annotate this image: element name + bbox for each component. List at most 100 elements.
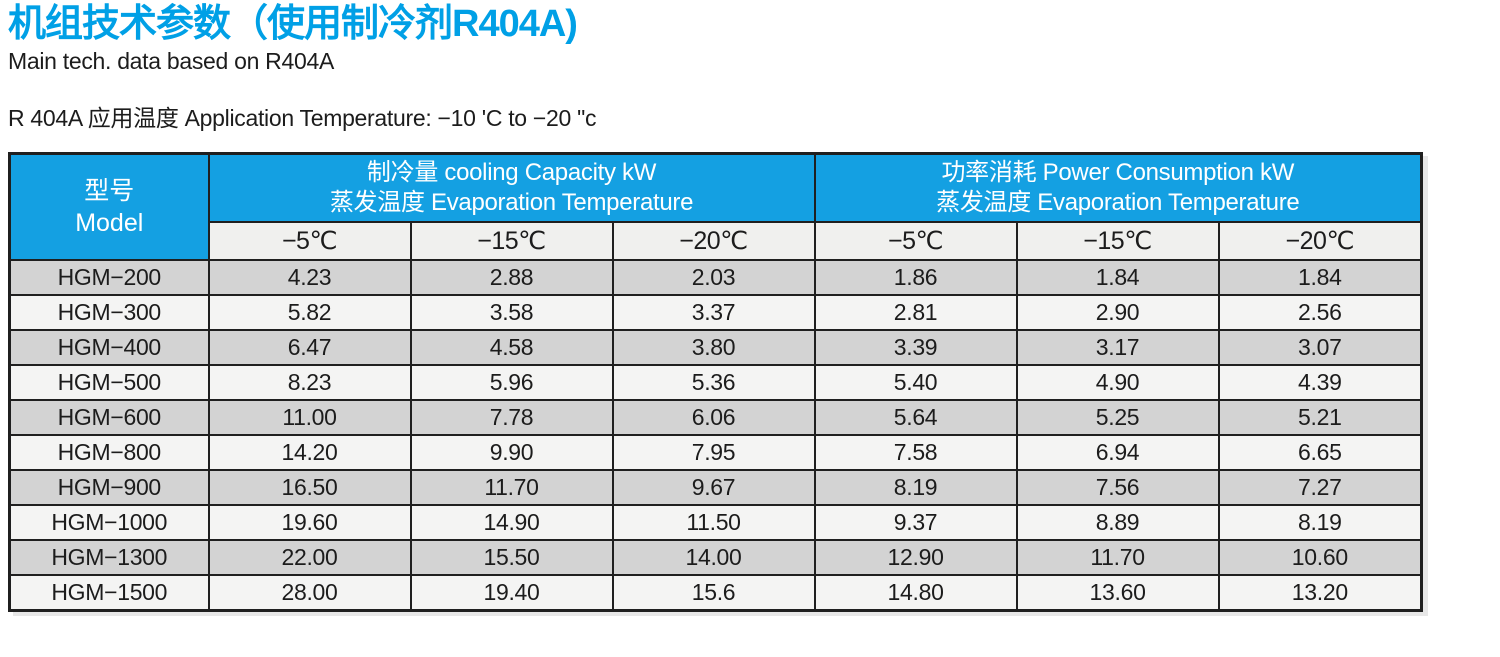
value-cell: 8.89: [1015, 504, 1220, 542]
application-temperature-note: R 404A 应用温度 Application Temperature: −10…: [8, 104, 597, 131]
value-cell: 9.90: [409, 434, 614, 472]
power-consumption-subtitle: 蒸发温度 Evaporation Temperature: [936, 189, 1300, 217]
table-row: HGM−600 11.00 7.78 6.06 5.64 5.25 5.21: [8, 399, 1423, 437]
value-cell: 8.23: [207, 364, 412, 402]
value-cell: 6.06: [611, 399, 816, 437]
page-title: 机组技术参数（使用制冷剂R404A): [8, 3, 578, 45]
value-cell: 3.58: [409, 294, 614, 332]
table-row: HGM−800 14.20 9.90 7.95 7.58 6.94 6.65: [8, 434, 1423, 472]
value-cell: 9.67: [611, 469, 816, 507]
value-cell: 1.84: [1015, 259, 1220, 297]
value-cell: 3.39: [813, 329, 1018, 367]
value-cell: 13.20: [1217, 574, 1423, 612]
model-header-zh: 型号: [84, 176, 135, 205]
value-cell: 2.03: [611, 259, 816, 297]
group-header-row: 型号 Model 制冷量 cooling Capacity kW 蒸发温度 Ev…: [8, 152, 1423, 262]
value-cell: 8.19: [813, 469, 1018, 507]
power-temp-minus15-header: −15℃: [1015, 221, 1220, 262]
value-cell: 3.80: [611, 329, 816, 367]
value-cell: 7.78: [409, 399, 614, 437]
value-cell: 13.60: [1015, 574, 1220, 612]
value-cell: 7.27: [1217, 469, 1423, 507]
value-cell: 22.00: [207, 539, 412, 577]
model-cell: HGM−1300: [8, 539, 210, 577]
value-cell: 6.47: [207, 329, 412, 367]
value-cell: 9.37: [813, 504, 1018, 542]
value-cell: 6.65: [1217, 434, 1423, 472]
value-cell: 7.56: [1015, 469, 1220, 507]
model-cell: HGM−300: [8, 294, 210, 332]
model-cell: HGM−500: [8, 364, 210, 402]
power-temp-minus20-header: −20℃: [1217, 221, 1423, 262]
table-row: HGM−1000 19.60 14.90 11.50 9.37 8.89 8.19: [8, 504, 1423, 542]
table-row: HGM−500 8.23 5.96 5.36 5.40 4.90 4.39: [8, 364, 1423, 402]
value-cell: 14.00: [611, 539, 816, 577]
model-cell: HGM−200: [8, 259, 210, 297]
model-header-en: Model: [75, 209, 144, 238]
value-cell: 2.81: [813, 294, 1018, 332]
value-cell: 8.19: [1217, 504, 1423, 542]
model-cell: HGM−900: [8, 469, 210, 507]
value-cell: 5.64: [813, 399, 1018, 437]
power-consumption-group-header: 功率消耗 Power Consumption kW 蒸发温度 Evaporati…: [813, 152, 1423, 224]
value-cell: 5.25: [1015, 399, 1220, 437]
table-row: HGM−1300 22.00 15.50 14.00 12.90 11.70 10.60: [8, 539, 1423, 577]
value-cell: 2.88: [409, 259, 614, 297]
temperature-subheader-row: −5℃ −15℃ −20℃ −5℃ −15℃ −20℃: [10, 221, 1423, 262]
model-cell: HGM−1000: [8, 504, 210, 542]
cooling-temp-minus5-header: −5℃: [207, 221, 412, 262]
value-cell: 10.60: [1217, 539, 1423, 577]
table-row: HGM−1500 28.00 19.40 15.6 14.80 13.60 13.20: [8, 574, 1423, 612]
value-cell: 5.82: [207, 294, 412, 332]
value-cell: 1.84: [1217, 259, 1423, 297]
value-cell: 5.36: [611, 364, 816, 402]
value-cell: 5.96: [409, 364, 614, 402]
tech-data-table: 型号 Model 制冷量 cooling Capacity kW 蒸发温度 Ev…: [8, 151, 1424, 612]
value-cell: 19.40: [409, 574, 614, 612]
value-cell: 3.37: [611, 294, 816, 332]
model-cell: HGM−1500: [8, 574, 210, 612]
catalog-page: 机组技术参数（使用制冷剂R404A) Main tech. data based…: [8, 3, 1424, 612]
model-cell: HGM−600: [8, 399, 210, 437]
value-cell: 5.21: [1217, 399, 1423, 437]
cooling-capacity-subtitle: 蒸发温度 Evaporation Temperature: [329, 189, 694, 217]
value-cell: 11.70: [409, 469, 614, 507]
value-cell: 4.58: [409, 329, 614, 367]
table-row: HGM−900 16.50 11.70 9.67 8.19 7.56 7.27: [8, 469, 1423, 507]
value-cell: 14.80: [813, 574, 1018, 612]
value-cell: 11.00: [207, 399, 412, 437]
page-subtitle: Main tech. data based on R404A: [8, 47, 335, 74]
value-cell: 3.17: [1015, 329, 1220, 367]
table-body: HGM−200 4.23 2.88 2.03 1.86 1.84 1.84 HGM−300 5.…: [8, 259, 1423, 612]
model-cell: HGM−800: [8, 434, 210, 472]
value-cell: 19.60: [207, 504, 412, 542]
value-cell: 1.86: [813, 259, 1018, 297]
table-row: HGM−400 6.47 4.58 3.80 3.39 3.17 3.07: [8, 329, 1423, 367]
cooling-temp-minus20-header: −20℃: [611, 221, 816, 262]
power-temp-minus5-header: −5℃: [813, 221, 1018, 262]
cooling-capacity-title: 制冷量 cooling Capacity kW: [366, 159, 657, 187]
value-cell: 14.20: [207, 434, 412, 472]
model-cell: HGM−400: [8, 329, 210, 367]
value-cell: 14.90: [409, 504, 614, 542]
value-cell: 6.94: [1015, 434, 1220, 472]
value-cell: 11.50: [611, 504, 816, 542]
value-cell: 28.00: [207, 574, 412, 612]
value-cell: 2.56: [1217, 294, 1423, 332]
value-cell: 4.90: [1015, 364, 1220, 402]
value-cell: 7.58: [813, 434, 1018, 472]
value-cell: 15.50: [409, 539, 614, 577]
value-cell: 3.07: [1217, 329, 1423, 367]
value-cell: 4.23: [207, 259, 412, 297]
table-header: 型号 Model 制冷量 cooling Capacity kW 蒸发温度 Ev…: [8, 152, 1423, 262]
power-consumption-title: 功率消耗 Power Consumption kW: [941, 159, 1295, 187]
value-cell: 5.40: [813, 364, 1018, 402]
value-cell: 7.95: [611, 434, 816, 472]
cooling-temp-minus15-header: −15℃: [409, 221, 614, 262]
value-cell: 11.70: [1015, 539, 1220, 577]
value-cell: 16.50: [207, 469, 412, 507]
cooling-capacity-group-header: 制冷量 cooling Capacity kW 蒸发温度 Evaporation…: [207, 152, 816, 224]
value-cell: 12.90: [813, 539, 1018, 577]
model-column-header: 型号 Model: [8, 152, 210, 262]
table-row: HGM−300 5.82 3.58 3.37 2.81 2.90 2.56: [8, 294, 1423, 332]
